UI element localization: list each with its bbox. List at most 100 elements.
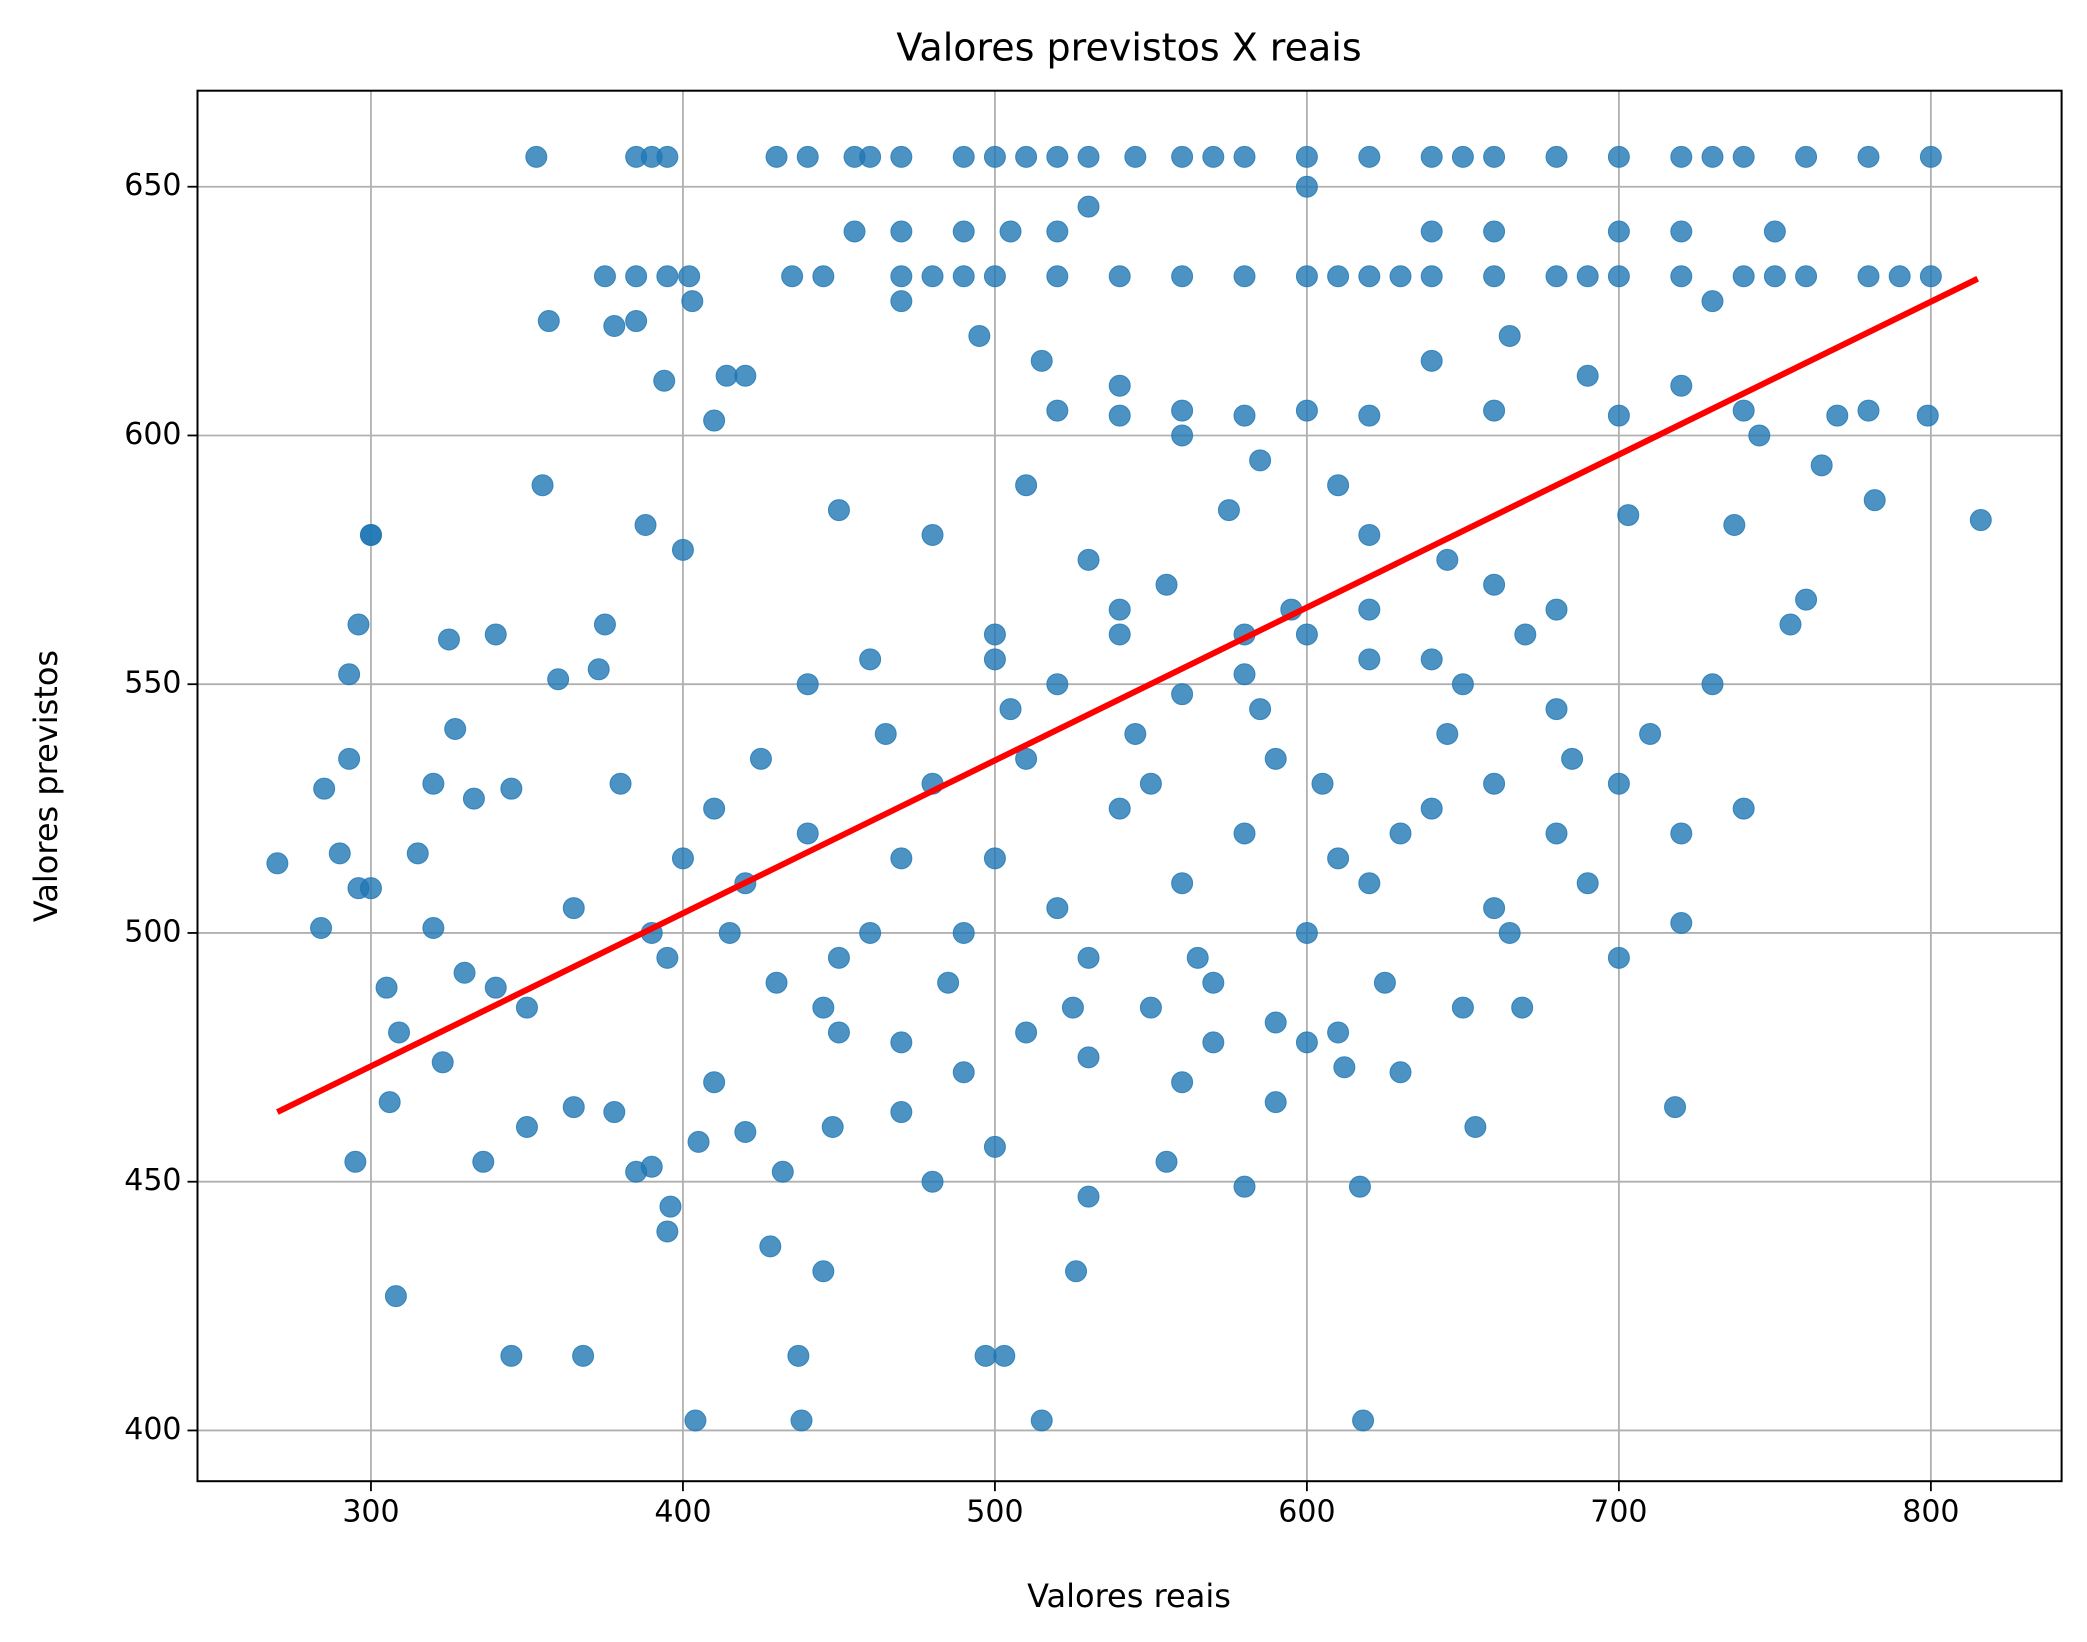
point	[625, 265, 648, 288]
point	[1139, 772, 1162, 795]
point	[1264, 747, 1287, 770]
point	[1046, 897, 1069, 920]
point	[1264, 1011, 1287, 1034]
point	[1217, 499, 1240, 522]
point	[359, 523, 382, 546]
point	[1670, 145, 1693, 168]
point	[1857, 399, 1880, 422]
point	[1171, 145, 1194, 168]
point	[1046, 220, 1069, 243]
point	[678, 265, 701, 288]
point	[531, 474, 554, 497]
point	[859, 648, 882, 671]
point	[1015, 474, 1038, 497]
point	[1464, 1115, 1487, 1138]
point	[983, 648, 1006, 671]
point	[1108, 623, 1131, 646]
point	[796, 145, 819, 168]
point	[1249, 449, 1272, 472]
point	[921, 1170, 944, 1193]
point	[1108, 404, 1131, 427]
point	[1732, 797, 1755, 820]
point	[537, 310, 560, 333]
point	[999, 698, 1022, 721]
point	[1420, 265, 1443, 288]
point	[1171, 872, 1194, 895]
point	[1077, 195, 1100, 218]
point	[1046, 399, 1069, 422]
point	[1451, 145, 1474, 168]
point	[1373, 971, 1396, 994]
point	[1015, 1021, 1038, 1044]
y-tick-label: 600	[124, 417, 181, 452]
point	[1451, 673, 1474, 696]
point	[1916, 404, 1939, 427]
point	[1576, 265, 1599, 288]
point	[983, 623, 1006, 646]
point	[1607, 220, 1630, 243]
point	[1233, 404, 1256, 427]
point	[703, 797, 726, 820]
point	[1030, 1409, 1053, 1432]
point	[1607, 404, 1630, 427]
point	[1748, 424, 1771, 447]
point	[1483, 220, 1506, 243]
point	[1108, 797, 1131, 820]
point	[1670, 912, 1693, 935]
point	[388, 1021, 411, 1044]
point	[310, 916, 333, 939]
point	[587, 658, 610, 681]
point	[562, 897, 585, 920]
point	[1483, 897, 1506, 920]
point	[656, 1220, 679, 1243]
point	[609, 772, 632, 795]
point	[1124, 722, 1147, 745]
point	[671, 538, 694, 561]
point	[921, 523, 944, 546]
point	[1810, 454, 1833, 477]
x-tick-label: 700	[1590, 1495, 1647, 1530]
point	[453, 961, 476, 984]
point	[1358, 648, 1381, 671]
point	[359, 877, 382, 900]
point	[796, 673, 819, 696]
point	[1389, 822, 1412, 845]
point	[484, 976, 507, 999]
point	[821, 1115, 844, 1138]
point	[952, 220, 975, 243]
point	[1352, 1409, 1375, 1432]
regression-line	[276, 276, 1980, 1115]
point	[1483, 573, 1506, 596]
point	[1576, 364, 1599, 387]
point	[968, 324, 991, 347]
point	[1077, 1046, 1100, 1069]
point	[1015, 145, 1038, 168]
point	[603, 315, 626, 338]
x-tick-label: 400	[654, 1495, 711, 1530]
point	[1436, 722, 1459, 745]
point	[790, 1409, 813, 1432]
point	[1202, 1031, 1225, 1054]
point	[1420, 220, 1443, 243]
point	[890, 220, 913, 243]
point	[812, 1260, 835, 1283]
point	[656, 145, 679, 168]
point	[500, 1344, 523, 1367]
point	[1888, 265, 1911, 288]
point	[603, 1101, 626, 1124]
point	[1723, 514, 1746, 537]
point	[1514, 623, 1537, 646]
point	[952, 1061, 975, 1084]
point	[1327, 265, 1350, 288]
point	[1451, 996, 1474, 1019]
point	[1969, 509, 1992, 532]
point	[974, 1344, 997, 1367]
point	[1857, 145, 1880, 168]
point	[1171, 683, 1194, 706]
point	[437, 628, 460, 651]
point	[1202, 971, 1225, 994]
point	[890, 847, 913, 870]
point	[734, 364, 757, 387]
point	[937, 971, 960, 994]
chart-title: Valores previstos X reais	[896, 26, 1361, 70]
